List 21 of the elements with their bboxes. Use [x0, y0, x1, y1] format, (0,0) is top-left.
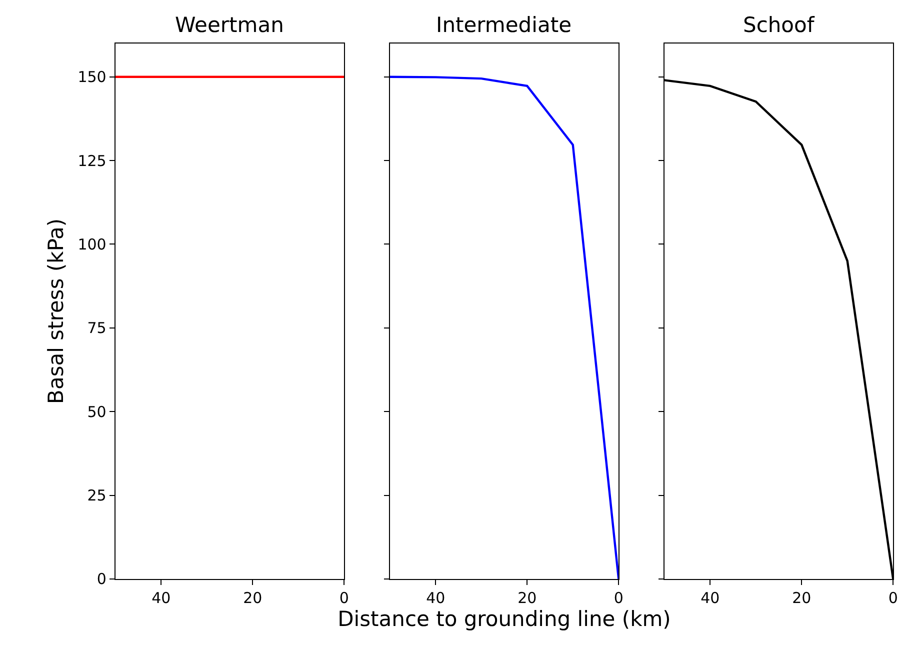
- y-tick-label: 100: [78, 235, 106, 254]
- y-tick-label: 75: [87, 319, 106, 338]
- x-tick-label: 40: [426, 588, 446, 607]
- y-tick-label: 0: [96, 570, 106, 588]
- x-tick-label: 40: [152, 588, 171, 607]
- x-tick-label: 0: [614, 588, 624, 607]
- y-tick-label: 150: [78, 68, 106, 86]
- x-axis-title: Distance to grounding line (km): [338, 606, 671, 631]
- x-tick-label: 20: [243, 588, 262, 607]
- chart-title: Intermediate: [436, 13, 572, 37]
- y-tick-label: 25: [87, 486, 106, 505]
- x-tick-label: 40: [700, 588, 720, 607]
- chart-title: Weertman: [175, 13, 284, 37]
- y-tick-label: 50: [87, 402, 106, 421]
- chart-title: Schoof: [743, 13, 815, 37]
- y-tick-label: 125: [78, 152, 106, 170]
- x-tick-label: 0: [339, 588, 349, 607]
- x-tick-label: 0: [888, 588, 898, 607]
- x-tick-label: 20: [792, 588, 812, 607]
- y-axis-title: Basal stress (kPa): [44, 218, 68, 404]
- x-tick-label: 20: [518, 588, 537, 607]
